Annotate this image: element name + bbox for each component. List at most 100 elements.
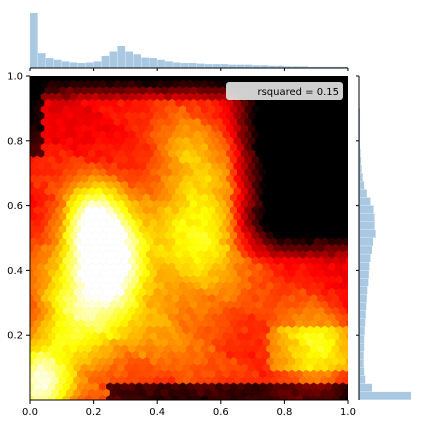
y-marginal-bar bbox=[359, 302, 367, 311]
hexbin-cell bbox=[55, 394, 63, 400]
y-marginal-bar bbox=[359, 173, 363, 181]
y-marginal-bar bbox=[359, 310, 366, 319]
hexbin-cell bbox=[19, 357, 26, 365]
hexbin-cell bbox=[222, 394, 231, 400]
x-marginal-bar bbox=[125, 51, 134, 68]
hexbin-cell bbox=[273, 394, 282, 400]
hexbin-cell bbox=[302, 394, 311, 400]
hexbin-cell bbox=[40, 394, 49, 400]
hexbin-cell bbox=[339, 394, 347, 400]
x-marginal-bar bbox=[117, 46, 126, 68]
hexbin-cell bbox=[30, 340, 31, 346]
y-marginal-bar bbox=[359, 327, 365, 335]
hexbin-cell bbox=[200, 394, 209, 400]
hexbin-cell bbox=[298, 76, 300, 77]
hexbin-cell bbox=[69, 394, 78, 400]
hexbin-cell bbox=[106, 394, 114, 400]
x-marginal-bar bbox=[85, 62, 94, 68]
x-marginal-bar bbox=[220, 64, 229, 68]
hexbin-cell bbox=[19, 105, 26, 113]
x-marginal-bar bbox=[149, 58, 157, 68]
hexbin-cell bbox=[350, 301, 357, 309]
hexbin-cell bbox=[127, 394, 136, 400]
hexbin-cell bbox=[19, 282, 26, 290]
hexbin-cell bbox=[342, 76, 344, 77]
x-marginal-bar bbox=[141, 57, 149, 68]
hexbin-cell bbox=[233, 76, 235, 77]
hexbin-cell bbox=[73, 76, 75, 77]
x-marginal-bar bbox=[212, 64, 221, 68]
hexbin-cell bbox=[51, 76, 53, 77]
hexbin-cell bbox=[19, 118, 26, 126]
hexbin-cell bbox=[30, 302, 31, 308]
hexbin-cell bbox=[350, 112, 357, 120]
hexbin-cell bbox=[237, 394, 245, 400]
y-marginal-bar bbox=[359, 367, 365, 376]
y-marginal-bar bbox=[359, 335, 365, 343]
hexbin-cell bbox=[350, 339, 357, 347]
hexbin-cell bbox=[30, 390, 31, 396]
hexbin-cell bbox=[350, 213, 357, 221]
hexbin-cell bbox=[255, 76, 256, 77]
hexbin-cell bbox=[189, 76, 191, 77]
hexbin-cell bbox=[350, 313, 357, 321]
hexbin-cell bbox=[135, 394, 144, 400]
hexbin-cell bbox=[226, 76, 227, 77]
hexbin-cell bbox=[171, 394, 180, 400]
hexbin-cell bbox=[346, 396, 348, 400]
hexbin-cell bbox=[320, 76, 322, 77]
x-marginal-bar bbox=[93, 61, 102, 68]
hexbin-cell bbox=[58, 76, 60, 77]
hexbin-cell bbox=[350, 276, 357, 284]
y-marginal-bar bbox=[359, 294, 367, 303]
hexbin-cell bbox=[149, 394, 158, 400]
y-marginal-bar bbox=[359, 181, 365, 190]
hexbin-cell bbox=[30, 88, 31, 94]
legend: rsquared = 0.15 bbox=[226, 82, 343, 100]
hexbin-cell bbox=[178, 394, 187, 400]
hexbin-cell bbox=[269, 76, 271, 77]
hexbin-cell bbox=[306, 76, 307, 77]
hexbin-cell bbox=[266, 394, 274, 400]
hexbin-cell bbox=[295, 394, 303, 400]
hexbin-cell bbox=[48, 394, 56, 400]
x-marginal-bar bbox=[77, 63, 86, 68]
y-marginal-bar bbox=[359, 221, 375, 230]
hexbin-cell bbox=[30, 126, 31, 131]
y-tick-label: 1.0 bbox=[7, 72, 23, 83]
hexbin-cell bbox=[350, 200, 357, 208]
hexbin-cell bbox=[350, 150, 357, 158]
y-marginal-bar bbox=[359, 343, 365, 352]
hexbin-cell bbox=[350, 351, 357, 359]
y-marginal-bar bbox=[359, 189, 367, 198]
hexbin-cell bbox=[113, 394, 122, 400]
x-marginal-bar bbox=[37, 53, 46, 68]
hexbin-cell bbox=[251, 394, 260, 400]
hexbin-cell bbox=[30, 214, 31, 220]
hexbin-cell bbox=[80, 76, 82, 77]
y-marginal-bar bbox=[359, 270, 369, 279]
hexbin-cell bbox=[19, 370, 26, 378]
x-marginal-bar bbox=[204, 64, 213, 68]
hexbin-cell bbox=[142, 394, 151, 400]
x-marginal-bar bbox=[61, 61, 70, 68]
hexbin-cell bbox=[109, 76, 111, 77]
hexbin-cell bbox=[350, 376, 357, 384]
hexbin-cell bbox=[131, 76, 133, 77]
hexbin-cell bbox=[350, 364, 357, 372]
hexbin-cell bbox=[19, 156, 26, 164]
hexbin-cell bbox=[30, 315, 31, 320]
x-marginal-bar bbox=[45, 58, 54, 68]
y-marginal-bar bbox=[359, 375, 366, 384]
hexbin-cell bbox=[19, 219, 26, 227]
hexbin-cell bbox=[30, 252, 31, 257]
hexbin-cell bbox=[153, 76, 155, 77]
x-marginal-bar bbox=[69, 62, 78, 68]
hexbin-cell bbox=[160, 76, 162, 77]
hexbin-cell bbox=[30, 365, 31, 371]
y-tick-label: 0.2 bbox=[7, 331, 23, 342]
hexbin-cell bbox=[207, 394, 216, 400]
hexbin-cell bbox=[95, 76, 96, 77]
hexbin-cell bbox=[44, 76, 45, 77]
